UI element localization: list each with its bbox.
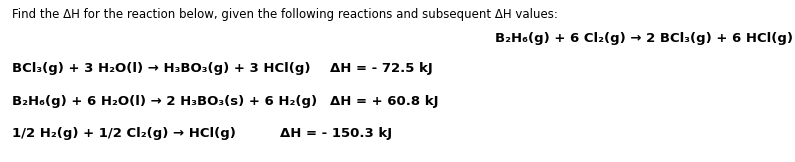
Text: ΔH = - 150.3 kJ: ΔH = - 150.3 kJ — [280, 127, 392, 140]
Text: BCl₃(g) + 3 H₂O(l) → H₃BO₃(g) + 3 HCl(g): BCl₃(g) + 3 H₂O(l) → H₃BO₃(g) + 3 HCl(g) — [12, 62, 311, 75]
Text: B₂H₆(g) + 6 H₂O(l) → 2 H₃BO₃(s) + 6 H₂(g): B₂H₆(g) + 6 H₂O(l) → 2 H₃BO₃(s) + 6 H₂(g… — [12, 95, 317, 108]
Text: B₂H₆(g) + 6 Cl₂(g) → 2 BCl₃(g) + 6 HCl(g): B₂H₆(g) + 6 Cl₂(g) → 2 BCl₃(g) + 6 HCl(g… — [495, 32, 793, 45]
Text: 1/2 H₂(g) + 1/2 Cl₂(g) → HCl(g): 1/2 H₂(g) + 1/2 Cl₂(g) → HCl(g) — [12, 127, 236, 140]
Text: ΔH = + 60.8 kJ: ΔH = + 60.8 kJ — [330, 95, 439, 108]
Text: Find the ΔH for the reaction below, given the following reactions and subsequent: Find the ΔH for the reaction below, give… — [12, 8, 558, 21]
Text: ΔH = - 72.5 kJ: ΔH = - 72.5 kJ — [330, 62, 432, 75]
